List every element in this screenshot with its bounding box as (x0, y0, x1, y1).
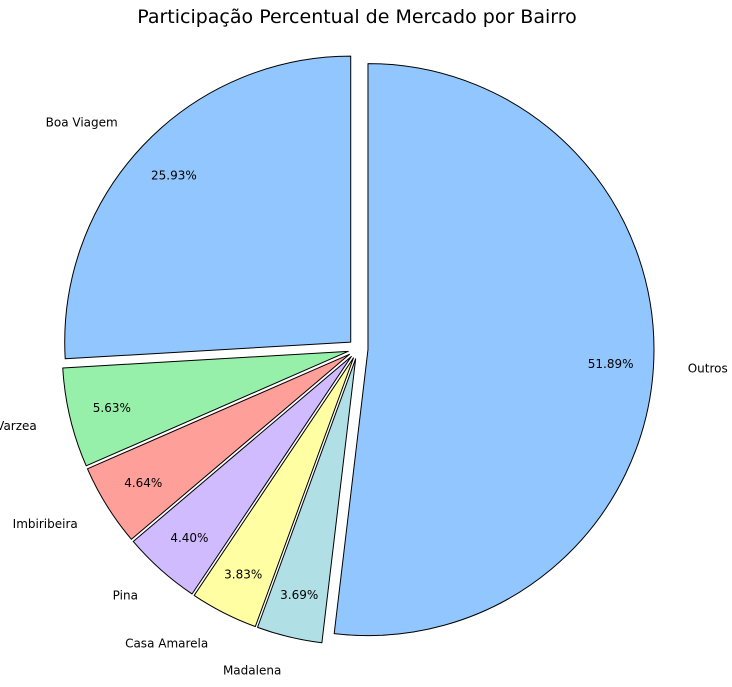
pie-slice-boa-viagem (64, 55, 352, 360)
pie-slice-varzea (62, 350, 349, 467)
pie-slices (62, 55, 655, 644)
slice-label-outros: Outros (688, 362, 728, 376)
pie-slice-madalena (257, 358, 357, 644)
slice-label-madalena: Madalena (223, 663, 281, 677)
slice-percent-boa-viagem: 25.93% (151, 168, 197, 182)
slice-label-varzea: Varzea (0, 419, 37, 433)
pie-slice-imbiribeira (86, 353, 351, 540)
slice-percent-pina: 4.40% (170, 531, 208, 545)
slice-percent-outros: 51.89% (588, 357, 634, 371)
slice-label-imbiribeira: Imbiribeira (13, 517, 78, 531)
chart-title: Participação Percentual de Mercado por B… (137, 6, 577, 28)
pie-slice-pina (132, 355, 352, 595)
slice-percent-madalena: 3.69% (280, 588, 318, 602)
slice-percent-varzea: 5.63% (93, 401, 131, 415)
slice-percent-imbiribeira: 4.64% (124, 476, 162, 490)
slice-label-boa-viagem: Boa Viagem (46, 115, 118, 129)
pie-labels: Boa Viagem 25.93% Varzea 5.63% Imbiribeira 4.… (0, 115, 728, 677)
pie-slice-outros (333, 63, 655, 637)
slice-label-casa-amarela: Casa Amarela (125, 636, 208, 650)
slice-percent-casa-amarela: 3.83% (224, 568, 262, 582)
pie-slice-casa-amarela (193, 357, 354, 628)
slice-label-pina: Pina (113, 588, 138, 602)
